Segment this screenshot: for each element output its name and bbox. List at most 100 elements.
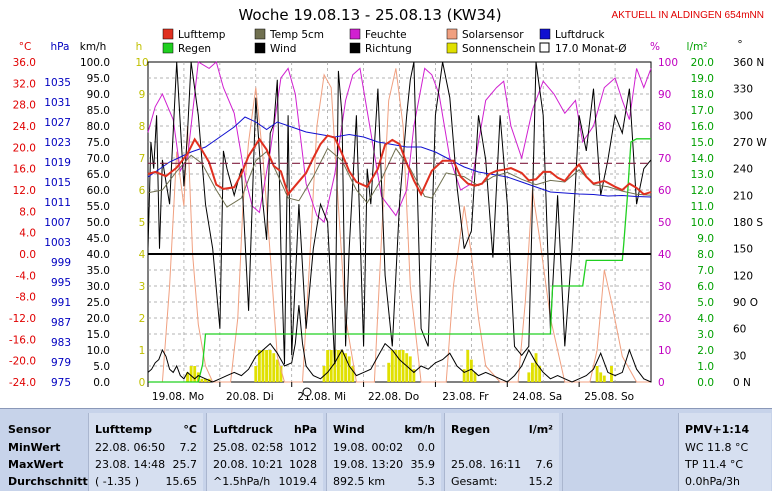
pct-tick-label: 90 — [658, 89, 671, 101]
lm2-tick-label: 3.0 — [697, 329, 714, 341]
stats-unit-lufttemp: °C — [183, 423, 197, 436]
hpa-tick-label: 979 — [51, 357, 71, 369]
hpa-tick-label: 1003 — [44, 237, 71, 249]
sonnenschein-bar — [530, 362, 534, 382]
deg-tick-label: 30 — [733, 350, 746, 362]
legend-swatch-temp-5cm — [254, 28, 266, 40]
sonnenschein-bar — [351, 366, 355, 382]
x-tick-label: 23.08. Fr — [442, 391, 489, 403]
pct-tick-label: 70 — [658, 153, 671, 165]
lm2-tick-label: 10.0 — [691, 217, 714, 229]
pct-tick-label: 80 — [658, 121, 671, 133]
plot-area — [147, 61, 652, 383]
location-note: AKTUELL IN ALDINGEN 654mNN — [612, 10, 764, 21]
h-tick-label: 6 — [139, 185, 146, 197]
sonnenschein-bar — [265, 350, 269, 382]
time-marker-handle[interactable] — [302, 387, 312, 397]
statistics-panel: Sensor MinWert MaxWert Durchschnitt Luft… — [0, 408, 772, 491]
lm2-tick-label: 2.0 — [697, 345, 714, 357]
sonnenschein-bar — [186, 372, 189, 382]
kmh-tick-label: 55.0 — [87, 201, 110, 213]
stats-regen-max: 7.6 — [535, 458, 554, 471]
stats-header-luftdruck: Luftdruck — [213, 423, 273, 436]
stats-pmv-wc: WC 11.8 °C — [685, 441, 749, 454]
unit-hpa: hPa — [51, 41, 70, 53]
lufttemp-series-line — [147, 134, 652, 197]
sonnenschein-bar — [200, 378, 204, 382]
unit-pct: % — [650, 41, 660, 53]
h-tick-label: 9 — [139, 89, 146, 101]
sonnenschein-bar — [336, 350, 340, 382]
h-tick-label: 7 — [139, 153, 146, 165]
lm2-tick-label: 17.0 — [691, 105, 714, 117]
sonnenschein-bar — [466, 350, 470, 382]
deg-tick-label: 210 — [733, 190, 753, 202]
stats-pmv-tp: TP 11.4 °C — [685, 458, 744, 471]
unit-temp: °C — [19, 41, 32, 53]
h-tick-label: 10 — [135, 57, 148, 69]
stats-header-pmv: PMV+1:14 — [685, 423, 750, 436]
sonnenschein-bar — [340, 350, 344, 382]
stats-header-sensor: Sensor — [8, 423, 51, 436]
pct-tick-label: 60 — [658, 185, 671, 197]
temp-tick-label: -16.0 — [9, 334, 36, 346]
stats-lufttemp-avg: 15.65 — [165, 475, 198, 488]
stats-header-regen: Regen — [451, 423, 491, 436]
legend-label-wind: Wind — [270, 43, 296, 55]
sonnenschein-bar — [401, 350, 405, 382]
legend-label-temp-5cm: Temp 5cm — [269, 29, 324, 41]
sonnenschein-bar — [462, 369, 466, 382]
kmh-tick-label: 80.0 — [87, 121, 110, 133]
sonnenschein-bar — [193, 366, 197, 382]
solarsensor-series-line — [148, 68, 651, 383]
kmh-tick-label: 30.0 — [87, 281, 110, 293]
sonnenschein-bar — [268, 350, 272, 382]
stats-label-min: MinWert — [8, 441, 61, 454]
stats-lufttemp-trend: ( -1.35 ) — [95, 475, 140, 488]
hpa-tick-label: 983 — [51, 337, 71, 349]
pct-tick-label: 0 — [658, 377, 665, 389]
hpa-tick-label: 991 — [51, 297, 71, 309]
stats-lufttemp-max-time: 23.08. 14:48 — [95, 458, 166, 471]
stats-regen-total-label: Gesamt: — [451, 475, 498, 488]
x-axis: 19.08. Mo 20.08. Di 21.08. Mi 22.08. Do 23.0… — [147, 382, 634, 403]
sonnenschein-bar — [329, 350, 333, 382]
stats-regen-total: 15.2 — [528, 475, 554, 488]
feuchte-series-line — [147, 61, 652, 223]
stats-lufttemp-max: 25.7 — [172, 458, 198, 471]
temp-tick-label: 16.0 — [13, 164, 36, 176]
kmh-tick-label: 10.0 — [87, 345, 110, 357]
kmh-tick-label: 25.0 — [87, 297, 110, 309]
temp-tick-label: 8.0 — [19, 206, 36, 218]
legend-label-sonnenschein: Sonnenschein — [462, 43, 535, 55]
h-tick-label: 8 — [139, 121, 146, 133]
deg-tick-label: 240 — [733, 164, 753, 176]
pct-tick-label: 40 — [658, 249, 671, 261]
legend-swatch-regen — [162, 42, 174, 54]
kmh-tick-label: 85.0 — [87, 105, 110, 117]
hpa-tick-label: 1027 — [44, 117, 71, 129]
legend-swatch-luftdruck — [539, 28, 551, 40]
stats-luftdruck-avg: 1019.4 — [278, 475, 318, 488]
stats-unit-wind: km/h — [404, 423, 435, 436]
stats-luftdruck-max: 1028 — [289, 458, 317, 471]
stats-col-empty — [562, 413, 675, 491]
lm2-tick-label: 5.0 — [697, 297, 714, 309]
h-tick-label: 5 — [139, 217, 146, 229]
lm2-tick-label: 20.0 — [691, 57, 714, 69]
pct-tick-label: 50 — [658, 217, 671, 229]
stats-luftdruck-min-time: 25.08. 02:58 — [213, 441, 284, 454]
sonnenschein-bar — [272, 353, 276, 382]
kmh-tick-label: 65.0 — [87, 169, 110, 181]
temp-tick-label: 36.0 — [13, 57, 36, 69]
sonnenschein-bar — [254, 366, 258, 382]
stats-unit-regen: l/m² — [528, 423, 553, 436]
deg-tick-label: 360 N — [733, 57, 764, 69]
h-tick-label: 0 — [139, 377, 146, 389]
x-tick-label: 25.08. So — [584, 391, 634, 403]
kmh-tick-label: 50.0 — [87, 217, 110, 229]
legend-swatch-lufttemp — [162, 28, 174, 40]
lm2-tick-label: 19.0 — [691, 73, 714, 85]
temp-tick-label: -8.0 — [16, 292, 37, 304]
unit-h: h — [136, 41, 143, 53]
